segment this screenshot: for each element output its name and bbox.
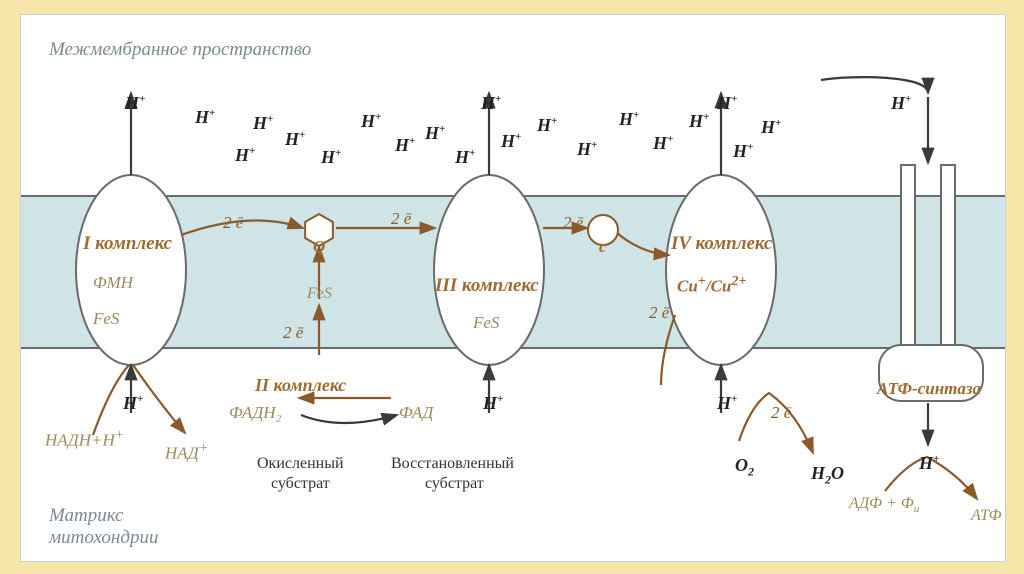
hplus-5: H+ xyxy=(321,147,341,168)
hplus-17: H+ xyxy=(717,93,737,114)
hplus-1: H+ xyxy=(195,107,215,128)
hplus-21: H+ xyxy=(123,393,143,414)
electron-label-1: 2 ē xyxy=(391,209,411,229)
shape-atp_left xyxy=(901,165,915,345)
complex-label-c3: III комплекс xyxy=(435,275,539,297)
region-label-matrix2: митохондрии xyxy=(49,527,158,549)
electron-label-0: 2 ē xyxy=(223,213,243,233)
hplus-4: H+ xyxy=(285,129,305,150)
shape-c3 xyxy=(434,175,544,365)
hplus-20: H+ xyxy=(891,93,911,114)
hplus-14: H+ xyxy=(619,109,639,130)
complex-label-atp: АТФ-синтаза xyxy=(877,379,981,399)
hplus-8: H+ xyxy=(425,123,445,144)
hplus-24: H+ xyxy=(919,453,939,474)
shape-c4 xyxy=(666,175,776,365)
sub-label-red2: субстрат xyxy=(425,475,484,493)
sub-label-fad: ФАД xyxy=(399,403,433,423)
complex-label-c2_fes: FeS xyxy=(307,285,332,303)
hplus-15: H+ xyxy=(653,133,673,154)
hplus-9: H+ xyxy=(455,147,475,168)
sub-label-adp: АДФ + Фи xyxy=(849,495,919,515)
sub-label-atp: АТФ xyxy=(971,507,1002,525)
region-label-intermembrane: Межмембранное пространство xyxy=(49,39,311,61)
arrow-19 xyxy=(661,315,675,385)
molecule-o2: O2 xyxy=(735,455,754,480)
electron-label-2: 2 ē xyxy=(563,213,583,233)
arrow-12 xyxy=(617,233,669,255)
sub-label-red1: Восстановленный xyxy=(391,455,514,473)
complex-label-c4a: Cu+/Cu2+ xyxy=(677,273,747,297)
hplus-6: H+ xyxy=(361,111,381,132)
electron-label-5: 2 ē xyxy=(771,403,791,423)
electron-label-4: 2 ē xyxy=(649,303,669,323)
sub-label-ox1: Окисленный xyxy=(257,455,344,473)
hplus-22: H+ xyxy=(483,393,503,414)
hplus-23: H+ xyxy=(717,393,737,414)
complex-label-cytc: c xyxy=(599,237,607,257)
complex-label-c4: IV комплекс xyxy=(671,233,772,255)
complex-label-c3b: FeS xyxy=(473,313,499,333)
region-label-matrix1: Матрикс xyxy=(49,505,123,527)
complex-label-c1: I комплекс xyxy=(83,233,172,255)
sub-label-nad: НАД+ xyxy=(165,440,208,464)
sub-label-nadh: НАДН+Н+ xyxy=(45,427,124,451)
arrow-16 xyxy=(301,415,397,423)
arrow-20 xyxy=(739,393,813,453)
hplus-16: H+ xyxy=(689,111,709,132)
sub-label-ox2: субстрат xyxy=(271,475,330,493)
hplus-19: H+ xyxy=(761,117,781,138)
hplus-2: H+ xyxy=(253,113,273,134)
hplus-18: H+ xyxy=(733,141,753,162)
shape-atp_right xyxy=(941,165,955,345)
complex-label-c1b: FeS xyxy=(93,309,119,329)
diagram-card: Межмембранное пространство Матриксмитохон… xyxy=(20,14,1006,562)
complex-label-c1a: ФМН xyxy=(93,273,133,293)
hplus-10: H+ xyxy=(481,93,501,114)
hplus-12: H+ xyxy=(537,115,557,136)
outer-frame: Межмембранное пространство Матриксмитохон… xyxy=(0,0,1024,574)
hplus-0: H+ xyxy=(125,93,145,114)
molecule-h2o: H2O xyxy=(811,463,844,488)
hplus-13: H+ xyxy=(577,139,597,160)
complex-label-q: Q xyxy=(313,237,325,257)
electron-label-3: 2 ē xyxy=(283,323,303,343)
complex-label-c2: II комплекс xyxy=(255,375,346,396)
hplus-3: H+ xyxy=(235,145,255,166)
shape-c1 xyxy=(76,175,186,365)
hplus-7: H+ xyxy=(395,135,415,156)
hplus-11: H+ xyxy=(501,131,521,152)
sub-label-fadh2: ФАДН₂ xyxy=(229,403,281,423)
arrow-6 xyxy=(821,77,928,93)
